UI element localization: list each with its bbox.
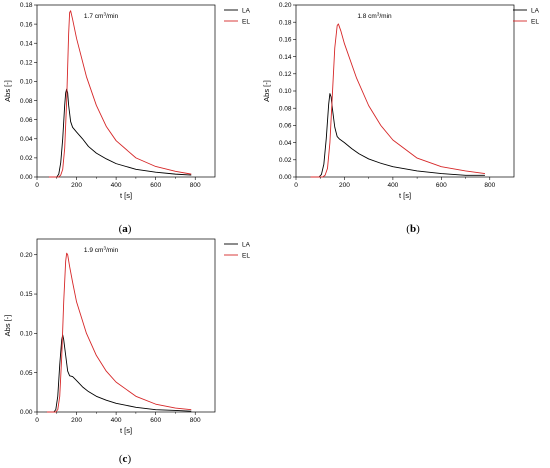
plot-frame <box>36 4 216 178</box>
chart-title-sup: 3 <box>377 12 380 17</box>
y-tick-label: 0.10 <box>279 88 292 95</box>
y-axis-title: Abs [-] <box>262 80 271 102</box>
legend-label-la: LA <box>242 241 251 248</box>
y-tick-label: 0.02 <box>20 155 33 162</box>
y-tick-label: 0.00 <box>20 409 33 416</box>
panel-label: (a) <box>119 223 132 235</box>
chart-title: 1.8 cm3/min <box>357 12 392 21</box>
y-tick-label: 0.00 <box>20 174 33 181</box>
chart-b: 0.00 0.02 0.04 0.06 0.08 0.10 0.12 0.14 0.16 0.18… <box>262 2 540 235</box>
y-tick-label: 0.02 <box>279 157 292 164</box>
legend-label-el: EL <box>242 18 250 25</box>
chart-title-tail: /min <box>106 247 119 254</box>
legend: LA EL <box>513 7 540 25</box>
legend: LA EL <box>224 7 251 25</box>
y-tick-label: 0.20 <box>279 2 292 9</box>
x-tick-label: 400 <box>111 182 122 189</box>
y-tick-label: 0.06 <box>279 123 292 130</box>
panel-label-open: ( <box>406 223 410 235</box>
x-tick-label: 400 <box>387 182 398 189</box>
legend-label-la: LA <box>531 7 540 14</box>
y-tick-label: 0.12 <box>20 60 33 67</box>
y-tick-label: 0.10 <box>20 79 33 86</box>
chart-a: 0.00 0.02 0.04 0.06 0.08 0.10 0.12 0.14 0.16 0.18… <box>3 2 251 235</box>
x-axis-title: t [s] <box>120 191 132 200</box>
x-tick-label: 600 <box>436 182 447 189</box>
chart-title-sup: 3 <box>103 246 106 251</box>
x-tick-label: 0 <box>35 182 39 189</box>
chart-title-base: 1.9 cm <box>84 247 104 254</box>
series-line-el <box>48 10 192 178</box>
chart-title: 1.9 cm3/min <box>84 246 119 255</box>
chart-title-tail: /min <box>106 13 119 20</box>
y-tick-label: 0.04 <box>20 136 33 143</box>
chart-title: 1.7 cm3/min <box>84 12 119 21</box>
panel-label: (b) <box>406 223 420 235</box>
panel-label-close: ) <box>128 223 132 235</box>
chart-title-sup: 3 <box>103 12 106 17</box>
y-tick-label: 0.06 <box>20 117 33 124</box>
y-tick-label: 0.16 <box>279 37 292 44</box>
y-axis-title: Abs [-] <box>3 80 12 102</box>
x-tick-label: 800 <box>190 182 201 189</box>
chart-title-base: 1.7 cm <box>84 13 104 20</box>
legend: LA EL <box>224 241 251 259</box>
y-tick-label: 0.14 <box>20 40 33 47</box>
legend-label-la: LA <box>242 7 251 14</box>
x-tick-label: 0 <box>35 417 39 424</box>
x-tick-label: 200 <box>339 182 350 189</box>
panel-label-open: ( <box>119 453 123 465</box>
panel-label-letter: a <box>122 223 128 235</box>
series-line-la <box>46 334 192 413</box>
panel-label-letter: b <box>410 223 416 235</box>
y-tick-label: 0.05 <box>20 370 33 377</box>
legend-label-el: EL <box>531 18 539 25</box>
panel-label: (c) <box>119 453 132 465</box>
legend-label-el: EL <box>242 252 250 259</box>
chart-c: 0.00 0.05 0.10 0.15 0.20 0 200 400 600 800 t [s] Ab… <box>3 238 251 465</box>
plot-frame <box>36 238 216 413</box>
panel-label-close: ) <box>416 223 420 235</box>
x-axis-title: t [s] <box>399 191 411 200</box>
chart-title-base: 1.8 cm <box>357 13 377 20</box>
x-tick-label: 800 <box>190 417 201 424</box>
y-tick-label: 0.04 <box>279 140 292 147</box>
series-line-la <box>48 88 192 178</box>
y-axis-title: Abs [-] <box>3 315 12 337</box>
y-tick-label: 0.08 <box>279 105 292 112</box>
y-tick-label: 0.08 <box>20 98 33 105</box>
panel-label-letter: c <box>123 453 128 465</box>
x-tick-label: 400 <box>111 417 122 424</box>
series-line-el <box>46 252 192 413</box>
x-tick-label: 800 <box>484 182 495 189</box>
y-tick-label: 0.18 <box>20 2 33 9</box>
x-tick-label: 200 <box>71 417 82 424</box>
y-tick-label: 0.10 <box>20 331 33 338</box>
y-tick-label: 0.00 <box>279 174 292 181</box>
x-tick-label: 600 <box>150 182 161 189</box>
y-tick-label: 0.20 <box>20 252 33 259</box>
series-line-el <box>310 23 485 178</box>
y-tick-label: 0.18 <box>279 19 292 26</box>
y-tick-label: 0.14 <box>279 54 292 61</box>
y-tick-label: 0.12 <box>279 71 292 78</box>
chart-title-tail: /min <box>379 13 392 20</box>
x-tick-label: 600 <box>150 417 161 424</box>
x-axis-title: t [s] <box>120 426 132 435</box>
panel-label-close: ) <box>127 453 131 465</box>
x-tick-label: 200 <box>71 182 82 189</box>
y-tick-label: 0.15 <box>20 291 33 298</box>
y-tick-label: 0.16 <box>20 21 33 28</box>
series-line-la <box>310 93 485 178</box>
x-tick-label: 0 <box>294 182 298 189</box>
panel-label-open: ( <box>119 223 123 235</box>
